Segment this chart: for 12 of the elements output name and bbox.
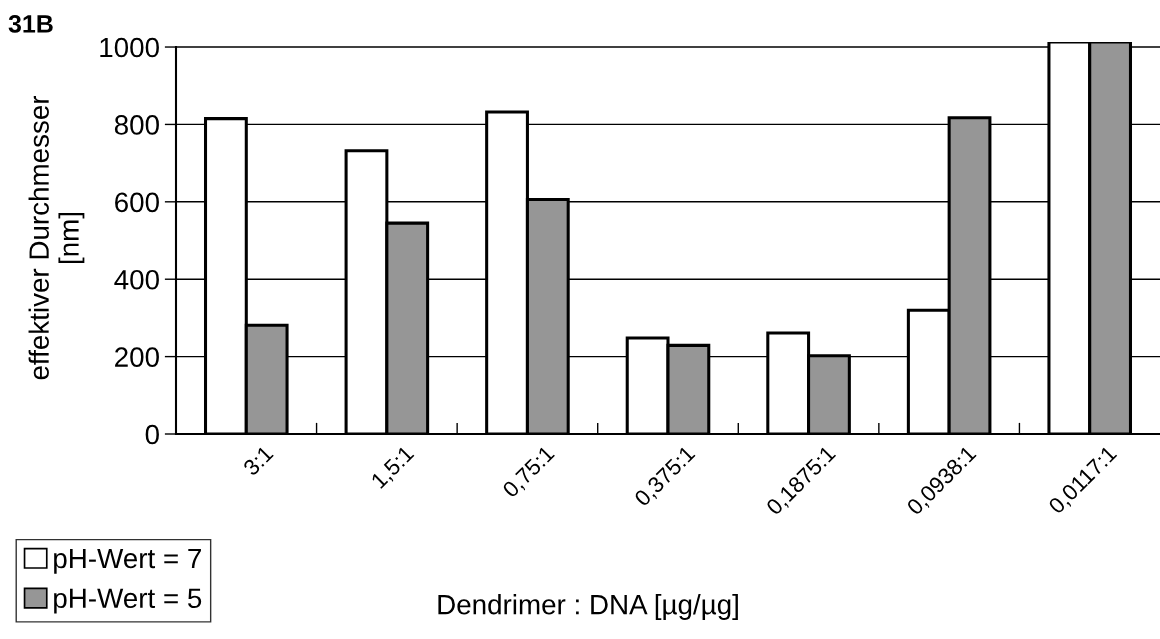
chart-title: 31B [8,15,53,33]
y-tick-label: 800 [114,115,159,135]
y-axis-title: effektiver Durchmesser [nm] [28,95,85,380]
y-tick-label: 600 [115,192,159,213]
y-tick-label: 1000 [100,37,159,58]
y-tick-label: 0 [145,424,159,445]
legend-label: pH-Wert = 7 [54,548,201,574]
legend-label: pH-Wert = 5 [54,588,202,614]
x-axis-title: Dendrimer : DNA [µg/µg] [438,594,738,620]
y-tick-label: 400 [114,269,159,290]
x-tick-label: 3:1 [242,444,274,477]
y-tick-label: 200 [115,347,159,367]
